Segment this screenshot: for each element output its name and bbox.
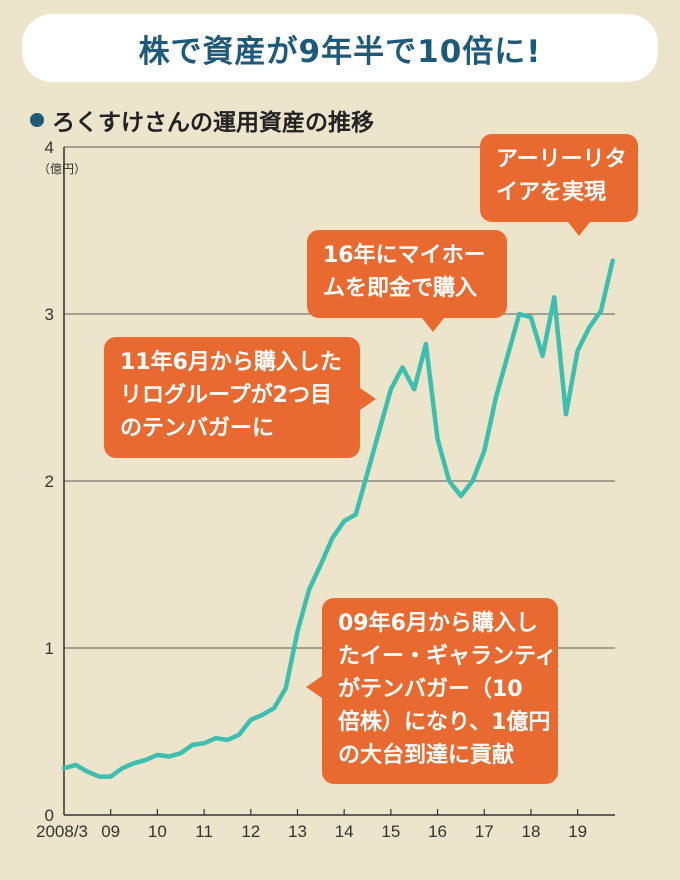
x-tick-label: 16 <box>428 822 447 841</box>
chart-subtitle: ろくすけさんの運用資産の推移 <box>30 103 374 137</box>
callout-line: 09年6月から購入し <box>338 611 538 636</box>
y-tick-label: 1 <box>45 639 54 658</box>
callout-pointer <box>306 676 322 698</box>
x-tick-label: 14 <box>335 822 354 841</box>
y-tick-label: 2 <box>45 472 54 491</box>
y-tick-label: 4 <box>45 138 54 157</box>
subtitle-text: ろくすけさんの運用資産の推移 <box>52 110 374 136</box>
callout-line: の大台到達に貢献 <box>338 743 515 768</box>
callout-line: イアを実現 <box>496 180 607 205</box>
callout-e-guarantee: 09年6月から購入し たイー・ギャランティ がテンバガー（10 倍株）になり、1… <box>322 598 558 784</box>
x-tick-label: 13 <box>288 822 307 841</box>
callout-relo-group: 11年6月から購入した リログループが2つ目 のテンバガーに <box>104 337 360 458</box>
callout-early-retirement: アーリーリタ イアを実現 <box>480 134 638 222</box>
x-tick-label: 09 <box>101 822 120 841</box>
callout-line: のテンバガーに <box>120 416 275 441</box>
x-tick-label: 17 <box>475 822 494 841</box>
title-text: 株で資産が9年半で10倍に! <box>138 33 542 70</box>
callout-line: たイー・ギャランティ <box>338 644 557 669</box>
y-tick-label: 3 <box>45 305 54 324</box>
callout-line: 16年にマイホー <box>323 243 486 268</box>
y-axis-unit: （億円） <box>38 162 86 176</box>
series-line-assets <box>61 258 615 779</box>
x-tick-label: 2008/3 <box>36 822 88 841</box>
x-tick-label: 18 <box>521 822 540 841</box>
callout-line: がテンバガー（10 <box>338 677 523 702</box>
callout-home-purchase: 16年にマイホー ムを即金で購入 <box>307 230 507 318</box>
callout-line: 11年6月から購入した <box>120 350 342 375</box>
callout-pointer <box>360 388 376 410</box>
title-banner: 株で資産が9年半で10倍に! <box>22 14 658 82</box>
callout-line: アーリーリタ <box>496 147 627 172</box>
callout-line: ムを即金で購入 <box>323 276 478 301</box>
x-tick-label: 10 <box>148 822 167 841</box>
bullet-dot <box>30 113 44 127</box>
callout-line: 倍株）になり、1億円 <box>338 710 551 735</box>
x-tick-label: 12 <box>241 822 260 841</box>
x-tick-label: 15 <box>381 822 400 841</box>
x-tick-label: 11 <box>195 822 213 841</box>
y-tick-label: 0 <box>45 806 54 825</box>
callout-pointer <box>422 318 444 332</box>
callout-line: リログループが2つ目 <box>120 383 332 408</box>
callout-pointer <box>568 222 590 236</box>
x-tick-label: 19 <box>568 822 587 841</box>
